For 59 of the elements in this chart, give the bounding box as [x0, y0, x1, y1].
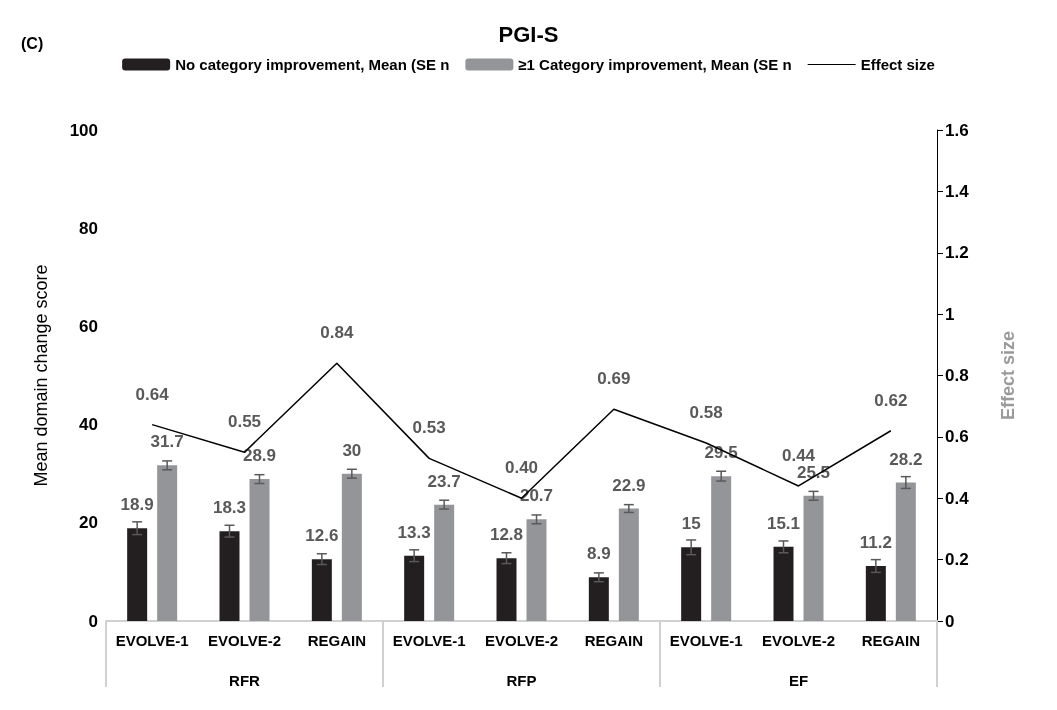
data-label: 0.62: [874, 390, 908, 410]
chart-subtitle: (C): [21, 34, 44, 52]
data-label: 20.7: [519, 486, 554, 506]
y2-tick-label: 1.6: [945, 120, 969, 140]
data-label: 0.84: [320, 323, 354, 343]
y-tick-label: 20: [79, 513, 98, 533]
data-label: 0.44: [781, 445, 816, 465]
data-label: 0.53: [412, 418, 446, 438]
data-label: 30: [342, 440, 362, 460]
x-tick-label: EVOLVE-1: [115, 632, 189, 649]
y-tick-label: 40: [79, 415, 98, 435]
data-label: 0.40: [504, 458, 539, 478]
x-tick-label: EVOLVE-1: [669, 632, 743, 649]
y-tick-label: 60: [79, 316, 98, 336]
y2-tick-label: 1.2: [945, 243, 969, 263]
data-label: 15: [681, 514, 701, 534]
data-label: 28.9: [242, 446, 277, 466]
legend-label: No category improvement, Mean (SE n: [175, 56, 450, 73]
x-tick-label: REGAIN: [584, 632, 644, 649]
y2-tick-label: 0.4: [945, 488, 970, 508]
data-label: 18.3: [212, 498, 247, 518]
y-axis-title: Mean domain change score: [31, 264, 51, 487]
x-tick-label: EVOLVE-2: [761, 632, 836, 649]
x-tick-label: REGAIN: [861, 632, 921, 649]
data-label: 12.6: [305, 526, 339, 546]
y2-tick-label: 1.4: [945, 181, 970, 201]
text: RFR: [229, 672, 261, 689]
legend-label: ≥1 Category improvement, Mean (SE n: [518, 56, 792, 73]
y2-tick-label: 1: [945, 304, 955, 324]
data-label: 11.2: [859, 533, 892, 553]
data-label: 15.1: [766, 513, 801, 533]
y-tick-label: 80: [79, 218, 98, 238]
x-tick-label: EVOLVE-2: [207, 632, 282, 649]
y2-tick-label: 0: [945, 611, 955, 631]
data-label: 31.7: [150, 432, 184, 452]
y2-tick-label: 0.2: [945, 550, 969, 570]
y-tick-label: 0: [88, 611, 98, 631]
data-label: 18.9: [120, 495, 154, 515]
chart-title: PGI-S: [498, 21, 559, 47]
data-label: 0.64: [135, 384, 170, 404]
y2-tick-label: 0.8: [945, 366, 969, 385]
data-label: 22.9: [612, 475, 646, 495]
y2-axis-title: Effect size: [998, 330, 1018, 421]
x-tick-label: REGAIN: [307, 632, 367, 649]
data-label: 0.55: [227, 412, 262, 432]
data-label: 28.2: [889, 449, 923, 469]
text: EF: [788, 672, 809, 689]
data-label: 0.58: [689, 403, 723, 423]
data-label: 0.69: [597, 369, 631, 389]
data-label: 13.3: [397, 522, 431, 542]
data-label: 8.9: [587, 544, 611, 564]
data-label: 23.7: [427, 471, 461, 491]
x-tick-label: EVOLVE-1: [392, 632, 466, 649]
y2-tick-label: 0.6: [945, 427, 969, 447]
y-tick-label: 100: [69, 120, 98, 140]
x-tick-label: EVOLVE-2: [484, 632, 559, 649]
data-label: 12.8: [489, 525, 524, 545]
text: RFP: [506, 672, 537, 689]
legend-label: Effect size: [860, 56, 935, 73]
